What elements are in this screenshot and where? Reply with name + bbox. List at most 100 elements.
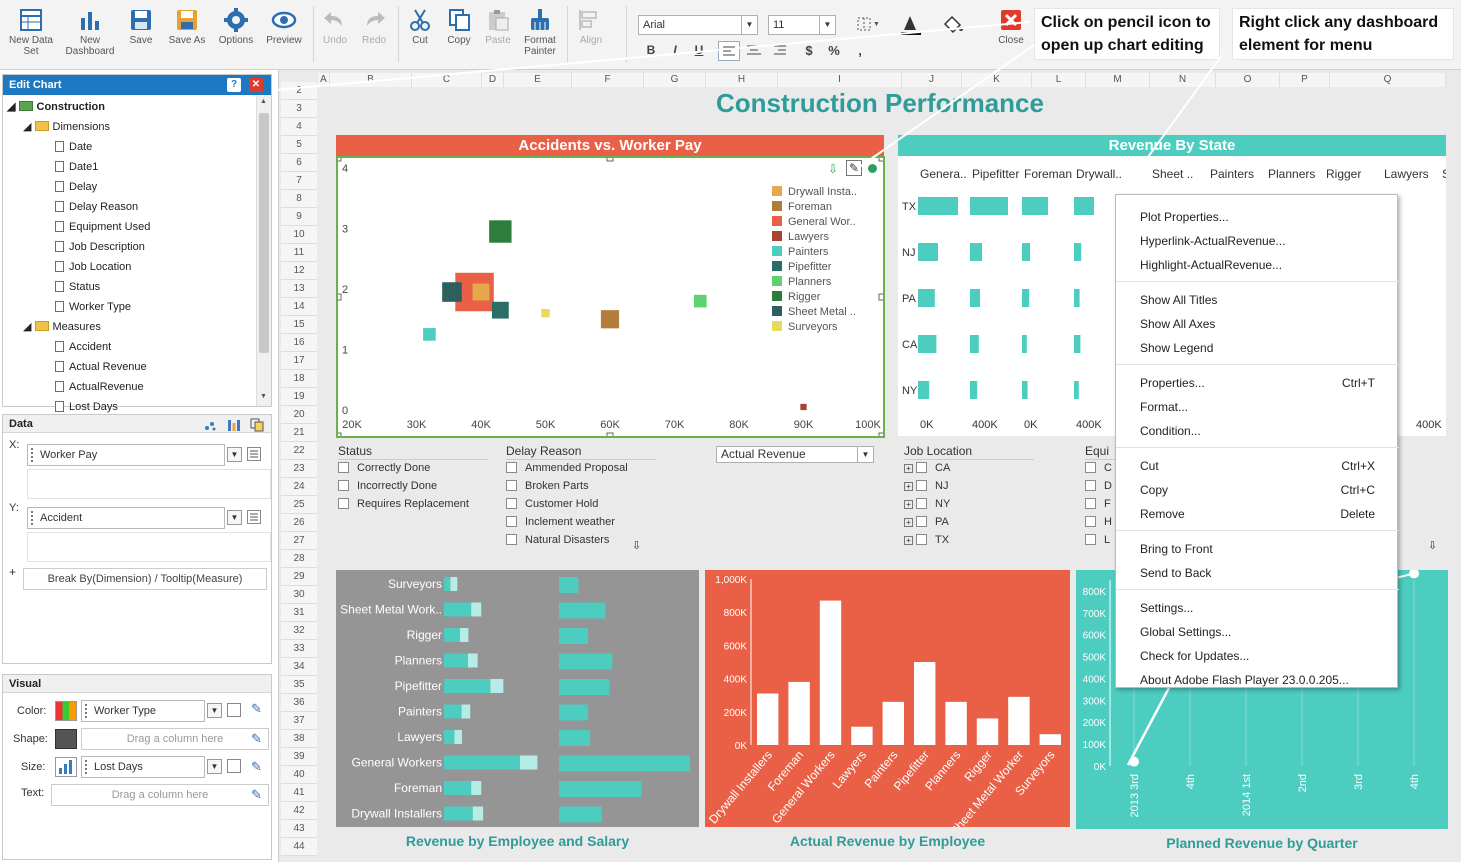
checkbox[interactable]: [1085, 516, 1096, 527]
state-bar[interactable]: [1074, 335, 1081, 353]
revenue-bar-extension[interactable]: [471, 781, 482, 795]
resize-handle[interactable]: [878, 154, 886, 162]
tree-item-measure[interactable]: Accident: [55, 337, 111, 357]
options-button[interactable]: Options: [210, 8, 262, 46]
revenue-bar-extension[interactable]: [520, 755, 538, 770]
new-data-set-button[interactable]: New Data Set: [5, 8, 57, 57]
help-icon[interactable]: ?: [227, 78, 241, 92]
filter-option[interactable]: Inclement weather: [506, 516, 615, 528]
row-header[interactable]: 31: [281, 604, 317, 622]
state-bar[interactable]: [1022, 381, 1028, 399]
filter-option[interactable]: L: [1085, 534, 1110, 546]
column-header[interactable]: F: [572, 73, 644, 87]
row-header[interactable]: 8: [281, 190, 317, 208]
row-header[interactable]: 22: [281, 442, 317, 460]
checkbox[interactable]: [1085, 462, 1096, 473]
align-button[interactable]: Align: [565, 8, 617, 46]
resize-handle[interactable]: [878, 293, 886, 301]
menu-item[interactable]: Hyperlink-ActualRevenue...: [1116, 229, 1399, 253]
column-header[interactable]: D: [482, 73, 504, 87]
revenue-bar[interactable]: [444, 653, 468, 668]
row-header[interactable]: 33: [281, 640, 317, 658]
align-left-button[interactable]: [718, 41, 740, 61]
row-header[interactable]: 4: [281, 118, 317, 136]
row-header[interactable]: 37: [281, 712, 317, 730]
align-center-button[interactable]: [744, 41, 766, 61]
redo-button[interactable]: Redo: [348, 8, 400, 46]
revenue-bar-extension[interactable]: [461, 704, 471, 719]
row-header[interactable]: 10: [281, 226, 317, 244]
scatter-point[interactable]: [491, 301, 509, 319]
scroll-up-icon[interactable]: ▲: [260, 98, 267, 105]
menu-item[interactable]: Settings...: [1116, 596, 1399, 620]
revenue-bar-extension[interactable]: [490, 679, 504, 693]
column-header[interactable]: B: [330, 73, 412, 87]
row-header[interactable]: 7: [281, 172, 317, 190]
scatter-chart-icon[interactable]: [203, 418, 217, 435]
row-header[interactable]: 44: [281, 838, 317, 856]
revenue-column[interactable]: [757, 693, 779, 745]
column-header[interactable]: J: [902, 73, 962, 87]
revenue-column[interactable]: [851, 726, 873, 745]
x-field[interactable]: Worker Pay: [27, 444, 225, 466]
state-bar[interactable]: [918, 289, 935, 307]
checkbox[interactable]: [916, 498, 927, 509]
row-header[interactable]: 41: [281, 784, 317, 802]
tree-item-dimension[interactable]: Status: [55, 277, 100, 297]
menu-item[interactable]: Send to Back: [1116, 561, 1399, 585]
revenue-column[interactable]: [914, 662, 936, 745]
actual-revenue-select[interactable]: Actual Revenue ▼: [716, 446, 874, 463]
bold-button[interactable]: B: [642, 43, 660, 57]
text-dropzone[interactable]: Drag a column here: [51, 784, 269, 806]
state-bar[interactable]: [918, 335, 937, 353]
revenue-bar[interactable]: [444, 679, 491, 693]
filter-option[interactable]: + PA: [904, 516, 949, 528]
salary-bar[interactable]: [559, 730, 591, 746]
row-header[interactable]: 36: [281, 694, 317, 712]
resize-handle[interactable]: [606, 154, 614, 162]
row-header[interactable]: 16: [281, 334, 317, 352]
revenue-bar-extension[interactable]: [454, 730, 462, 744]
tree-folder-dimensions[interactable]: ◢ Dimensions: [23, 117, 110, 137]
tree-root-construction[interactable]: ◢ Construction: [7, 97, 105, 117]
menu-item[interactable]: Show All Axes: [1116, 312, 1399, 336]
save-button[interactable]: Save: [115, 8, 167, 46]
menu-item[interactable]: Highlight-ActualRevenue...: [1116, 253, 1399, 277]
state-bar[interactable]: [1074, 197, 1094, 215]
checkbox[interactable]: [506, 516, 517, 527]
column-header[interactable]: M: [1086, 73, 1150, 87]
resize-handle[interactable]: [334, 293, 342, 301]
format-painter-button[interactable]: Format Painter: [514, 8, 566, 57]
menu-item[interactable]: Plot Properties...: [1116, 205, 1399, 229]
menu-item[interactable]: Condition...: [1116, 419, 1399, 443]
row-header[interactable]: 32: [281, 622, 317, 640]
font-color-button[interactable]: [898, 14, 924, 36]
salary-bar[interactable]: [559, 602, 606, 619]
row-header[interactable]: 19: [281, 388, 317, 406]
menu-item[interactable]: Show All Titles: [1116, 288, 1399, 312]
close-icon[interactable]: ✕: [249, 78, 263, 92]
checkbox[interactable]: [916, 516, 927, 527]
copy-chart-icon[interactable]: [250, 418, 264, 435]
menu-item[interactable]: Properties... Ctrl+T: [1116, 371, 1399, 395]
expand-icon[interactable]: +: [904, 482, 913, 491]
scatter-point[interactable]: [442, 282, 462, 302]
revenue-column[interactable]: [945, 701, 967, 745]
tree-folder-measures[interactable]: ◢ Measures: [23, 317, 101, 337]
scatter-point[interactable]: [472, 283, 490, 301]
row-header[interactable]: 12: [281, 262, 317, 280]
export-icon[interactable]: ⇩: [828, 162, 839, 176]
column-header[interactable]: C: [412, 73, 482, 87]
row-header[interactable]: 29: [281, 568, 317, 586]
checkbox[interactable]: [338, 480, 349, 491]
checkbox[interactable]: [1085, 480, 1096, 491]
checkbox[interactable]: [916, 480, 927, 491]
expand-icon[interactable]: +: [904, 518, 913, 527]
x-field-dropzone[interactable]: [27, 469, 271, 499]
salary-bar[interactable]: [559, 704, 589, 721]
revenue-bar-extension[interactable]: [468, 653, 478, 668]
state-bar[interactable]: [970, 243, 982, 261]
checkbox[interactable]: [506, 498, 517, 509]
column-header[interactable]: L: [1032, 73, 1086, 87]
pencil-icon[interactable]: ✎: [251, 701, 262, 716]
